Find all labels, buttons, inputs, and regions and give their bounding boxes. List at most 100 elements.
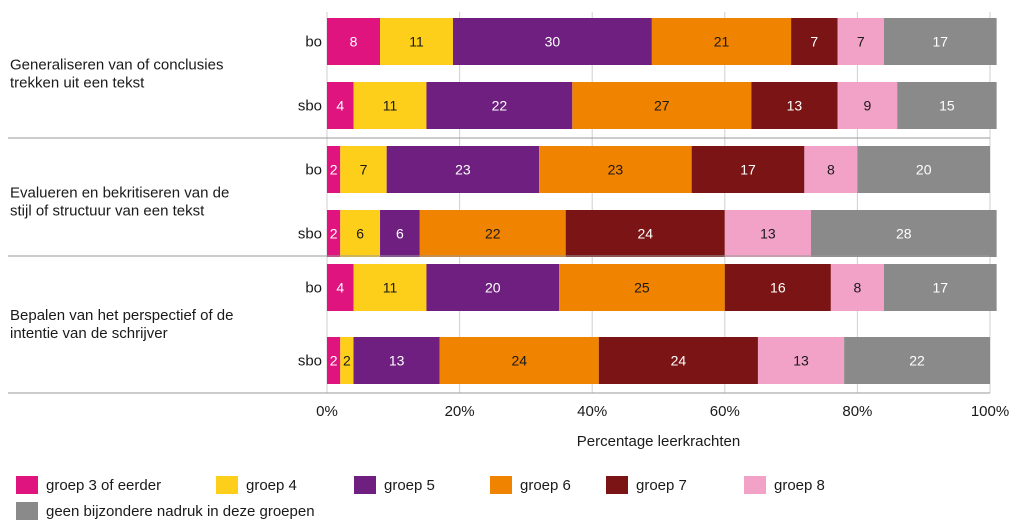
bar-segment [857,146,990,193]
category-label-line: Generaliseren van of conclusies [10,57,223,74]
category-label: Bepalen van het perspectief of de intenti… [10,307,234,342]
data-label: 4 [336,98,344,114]
data-label: 22 [485,226,501,242]
data-label: 22 [909,353,925,369]
data-label: 24 [671,353,687,369]
data-label: 2 [330,162,338,178]
legend-row-1: groep 3 of eerder groep 4 groep 5 groep 6 gr… [16,476,1006,502]
data-label: 11 [409,34,424,50]
data-label: 8 [827,162,835,178]
legend-item: groep 5 [354,476,435,494]
bar-segment [897,82,997,129]
category-label-line: Bepalen van het perspectief of de [10,307,234,324]
legend-item: geen bijzondere nadruk in deze groepen [16,502,315,520]
data-label: 11 [383,280,398,296]
data-label: 8 [854,280,862,296]
legend: groep 3 of eerder groep 4 groep 5 groep 6 gr… [16,476,1006,528]
category-label: Evalueren en bekritiseren van de stijl of… [10,185,229,220]
data-label: 25 [634,280,650,296]
data-label: 8 [350,34,358,50]
data-label: 15 [939,98,955,114]
data-label: 13 [787,98,803,114]
bar-segment [565,210,725,257]
legend-item: groep 3 of eerder [16,476,161,494]
data-label: 13 [793,353,809,369]
bar-segment [724,210,811,257]
data-label: 2 [330,353,338,369]
data-label: 16 [770,280,786,296]
legend-label: groep 7 [636,476,687,494]
bar-segment [353,82,427,129]
legend-item: groep 6 [490,476,571,494]
bar-segment [804,146,858,193]
bar-segment [426,264,560,311]
bar-segment [386,146,540,193]
bar-segment [439,337,599,384]
data-label: 23 [608,162,624,178]
legend-swatch [16,502,38,520]
bar-segment [883,264,997,311]
bar-segment [837,82,898,129]
bar-segment [353,337,440,384]
bar-segment [327,210,341,257]
legend-swatch [606,476,628,494]
x-tick-label: 80% [842,403,872,420]
data-label: 13 [760,226,776,242]
bar-segment [539,146,692,193]
category-label-line: Evalueren en bekritiseren van de [10,185,229,202]
bar-segment [757,337,845,384]
bar-segment [572,82,752,129]
legend-swatch [744,476,766,494]
data-label: 17 [740,162,756,178]
bar-segment [327,146,341,193]
data-label: 6 [356,226,364,242]
bar-segment [751,82,838,129]
data-label: 22 [492,98,508,114]
legend-item: groep 7 [606,476,687,494]
legend-swatch [16,476,38,494]
data-label: 7 [360,162,368,178]
bar-segment [380,210,420,257]
bar-segment [791,18,838,65]
legend-item: groep 4 [216,476,297,494]
category-label-line: intentie van de schrijver [10,325,168,342]
category-label-line: trekken uit een tekst [10,75,145,92]
bar-segment [340,337,354,384]
data-label: 24 [511,353,527,369]
bar-segment [810,210,997,257]
data-label: 27 [654,98,670,114]
bar-segment [830,264,884,311]
bar-segment [452,18,652,65]
bar-segment [598,337,758,384]
bar-segment [559,264,725,311]
x-tick-label: 40% [577,403,607,420]
bar-segment [327,18,381,65]
bar-segment [651,18,792,65]
data-label: 2 [343,353,351,369]
bar-segment [340,146,387,193]
legend-swatch [354,476,376,494]
legend-label: groep 5 [384,476,435,494]
bar-segment [327,264,354,311]
legend-swatch [490,476,512,494]
bar-segment [426,82,573,129]
data-label: 30 [545,34,561,50]
bar-segment [353,264,427,311]
data-label: 2 [330,226,338,242]
legend-label: groep 6 [520,476,571,494]
legend-label: groep 8 [774,476,825,494]
legend-swatch [216,476,238,494]
data-label: 20 [916,162,932,178]
x-tick-label: 60% [710,403,740,420]
bar-segment [419,210,566,257]
data-label: 9 [863,98,871,114]
bar-segment [691,146,805,193]
bar-segment [724,264,831,311]
data-label: 17 [932,34,948,50]
data-label: 28 [896,226,912,242]
data-label: 13 [389,353,405,369]
legend-label: geen bijzondere nadruk in deze groepen [46,502,315,520]
x-tick-label: 100% [971,403,1009,420]
data-label: 21 [714,34,730,50]
